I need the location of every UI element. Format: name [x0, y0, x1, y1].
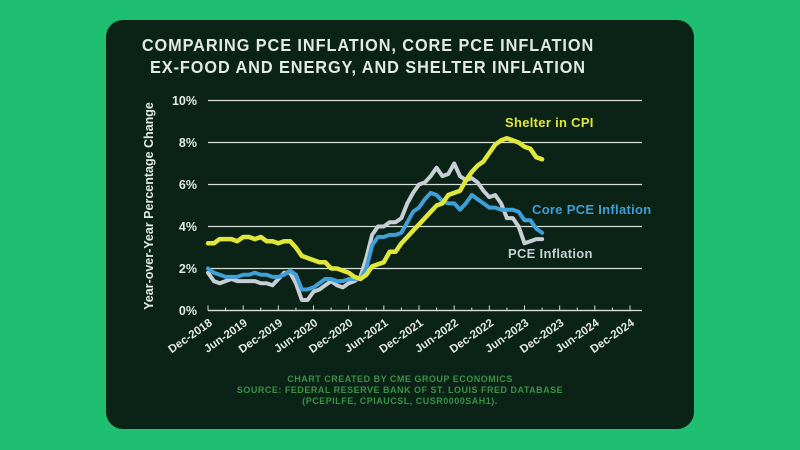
footer-credit-line: CHART CREATED BY CME GROUP ECONOMICS: [287, 374, 513, 384]
footer-source-line: SOURCE: FEDERAL RESERVE BANK OF ST. LOUI…: [236, 385, 564, 395]
series-label-core-pce-inflation: Core PCE Inflation: [532, 202, 652, 217]
chart-panel: [106, 20, 694, 429]
y-tick-label: 8%: [179, 136, 197, 150]
y-tick-label: 10%: [172, 94, 197, 108]
series-line-pce-inflation: [206, 161, 545, 302]
chart-title-line2: EX-FOOD AND ENERGY, AND SHELTER INFLATIO…: [150, 57, 586, 77]
chart-footer: CHART CREATED BY CME GROUP ECONOMICS SOU…: [106, 374, 694, 407]
y-tick-label: 4%: [179, 220, 197, 234]
series-label-pce-inflation: PCE Inflation: [508, 246, 593, 261]
series-line-shelter-in-cpi: [205, 136, 545, 282]
y-tick-label: 6%: [179, 178, 197, 192]
y-tick-label: 2%: [179, 262, 197, 276]
chart-title-line1: COMPARING PCE INFLATION, CORE PCE INFLAT…: [141, 35, 595, 55]
series-line-core-pce-inflation: [206, 190, 545, 292]
chart-title: COMPARING PCE INFLATION, CORE PCE INFLAT…: [124, 34, 611, 78]
y-axis-title: Year-over-Year Percentage Change: [142, 102, 156, 310]
footer-series-ids-line: (PCEPILFE, CPIAUCSL, CUSR0000SAH1).: [302, 396, 498, 406]
series-label-shelter-in-cpi: Shelter in CPI: [505, 115, 594, 130]
y-tick-label: 0%: [179, 304, 197, 318]
